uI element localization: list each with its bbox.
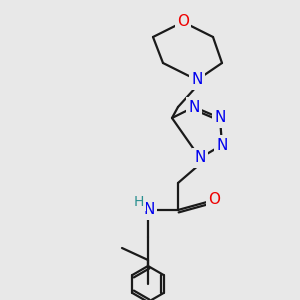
Text: N: N bbox=[143, 202, 155, 217]
Text: O: O bbox=[208, 193, 220, 208]
Text: N: N bbox=[191, 73, 203, 88]
Text: H: H bbox=[134, 195, 144, 209]
Text: N: N bbox=[188, 100, 200, 115]
Text: N: N bbox=[214, 110, 226, 125]
Text: N: N bbox=[194, 151, 206, 166]
Text: O: O bbox=[177, 14, 189, 29]
Text: N: N bbox=[216, 137, 228, 152]
